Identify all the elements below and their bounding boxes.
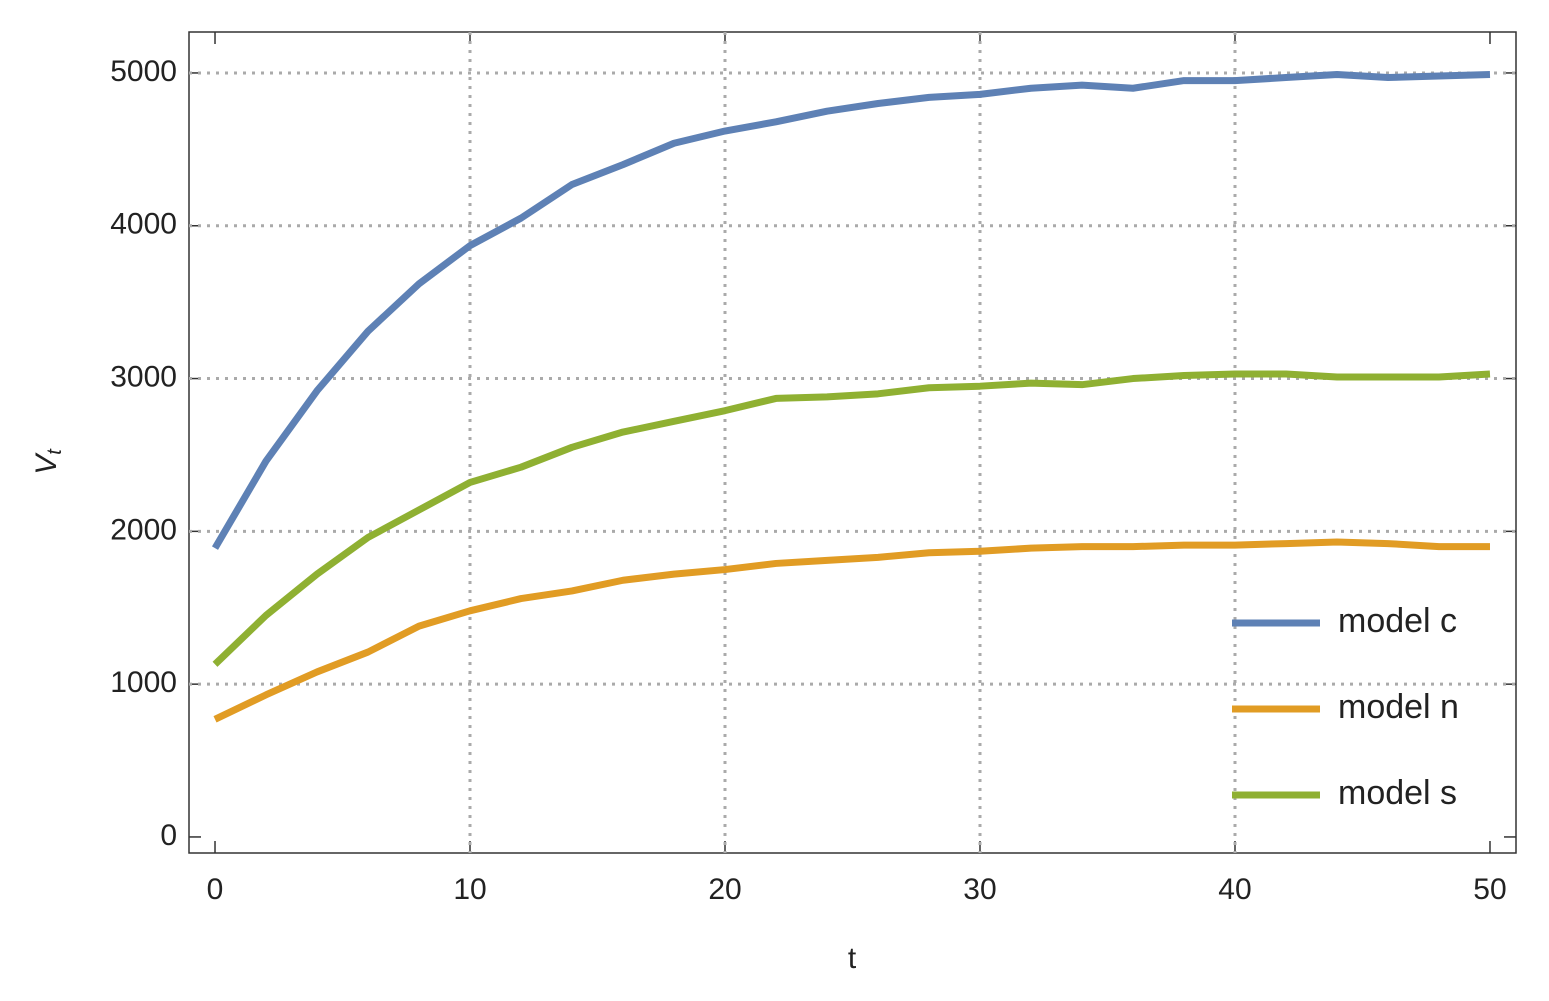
x-tick-label: 40	[1218, 873, 1251, 906]
plot-frame	[188, 31, 1517, 854]
x-tick-label: 30	[963, 873, 996, 906]
x-tick-label: 10	[453, 873, 486, 906]
x-tick-label: 20	[708, 873, 741, 906]
y-label-main: V	[30, 452, 63, 475]
legend-label: model c	[1338, 602, 1457, 640]
y-tick-label: 0	[160, 819, 177, 852]
y-tick-label: 3000	[110, 360, 177, 393]
series-line	[213, 538, 1490, 723]
y-tick-label: 4000	[110, 208, 177, 241]
y-label-sub: t	[44, 448, 66, 455]
y-tick-label: 2000	[110, 513, 177, 546]
legend-label: model s	[1338, 774, 1457, 812]
series-line	[211, 70, 1491, 550]
y-tick-label: 5000	[110, 55, 177, 88]
y-axis-label: Vt	[30, 448, 66, 475]
x-axis-label: t	[848, 942, 857, 975]
y-axis-label-main: Vt	[30, 448, 66, 475]
x-tick-label: 0	[207, 873, 224, 906]
x-tick-label: 50	[1473, 873, 1506, 906]
legend-label: model n	[1338, 688, 1459, 726]
series-line	[212, 370, 1491, 667]
y-tick-label: 1000	[110, 666, 177, 699]
